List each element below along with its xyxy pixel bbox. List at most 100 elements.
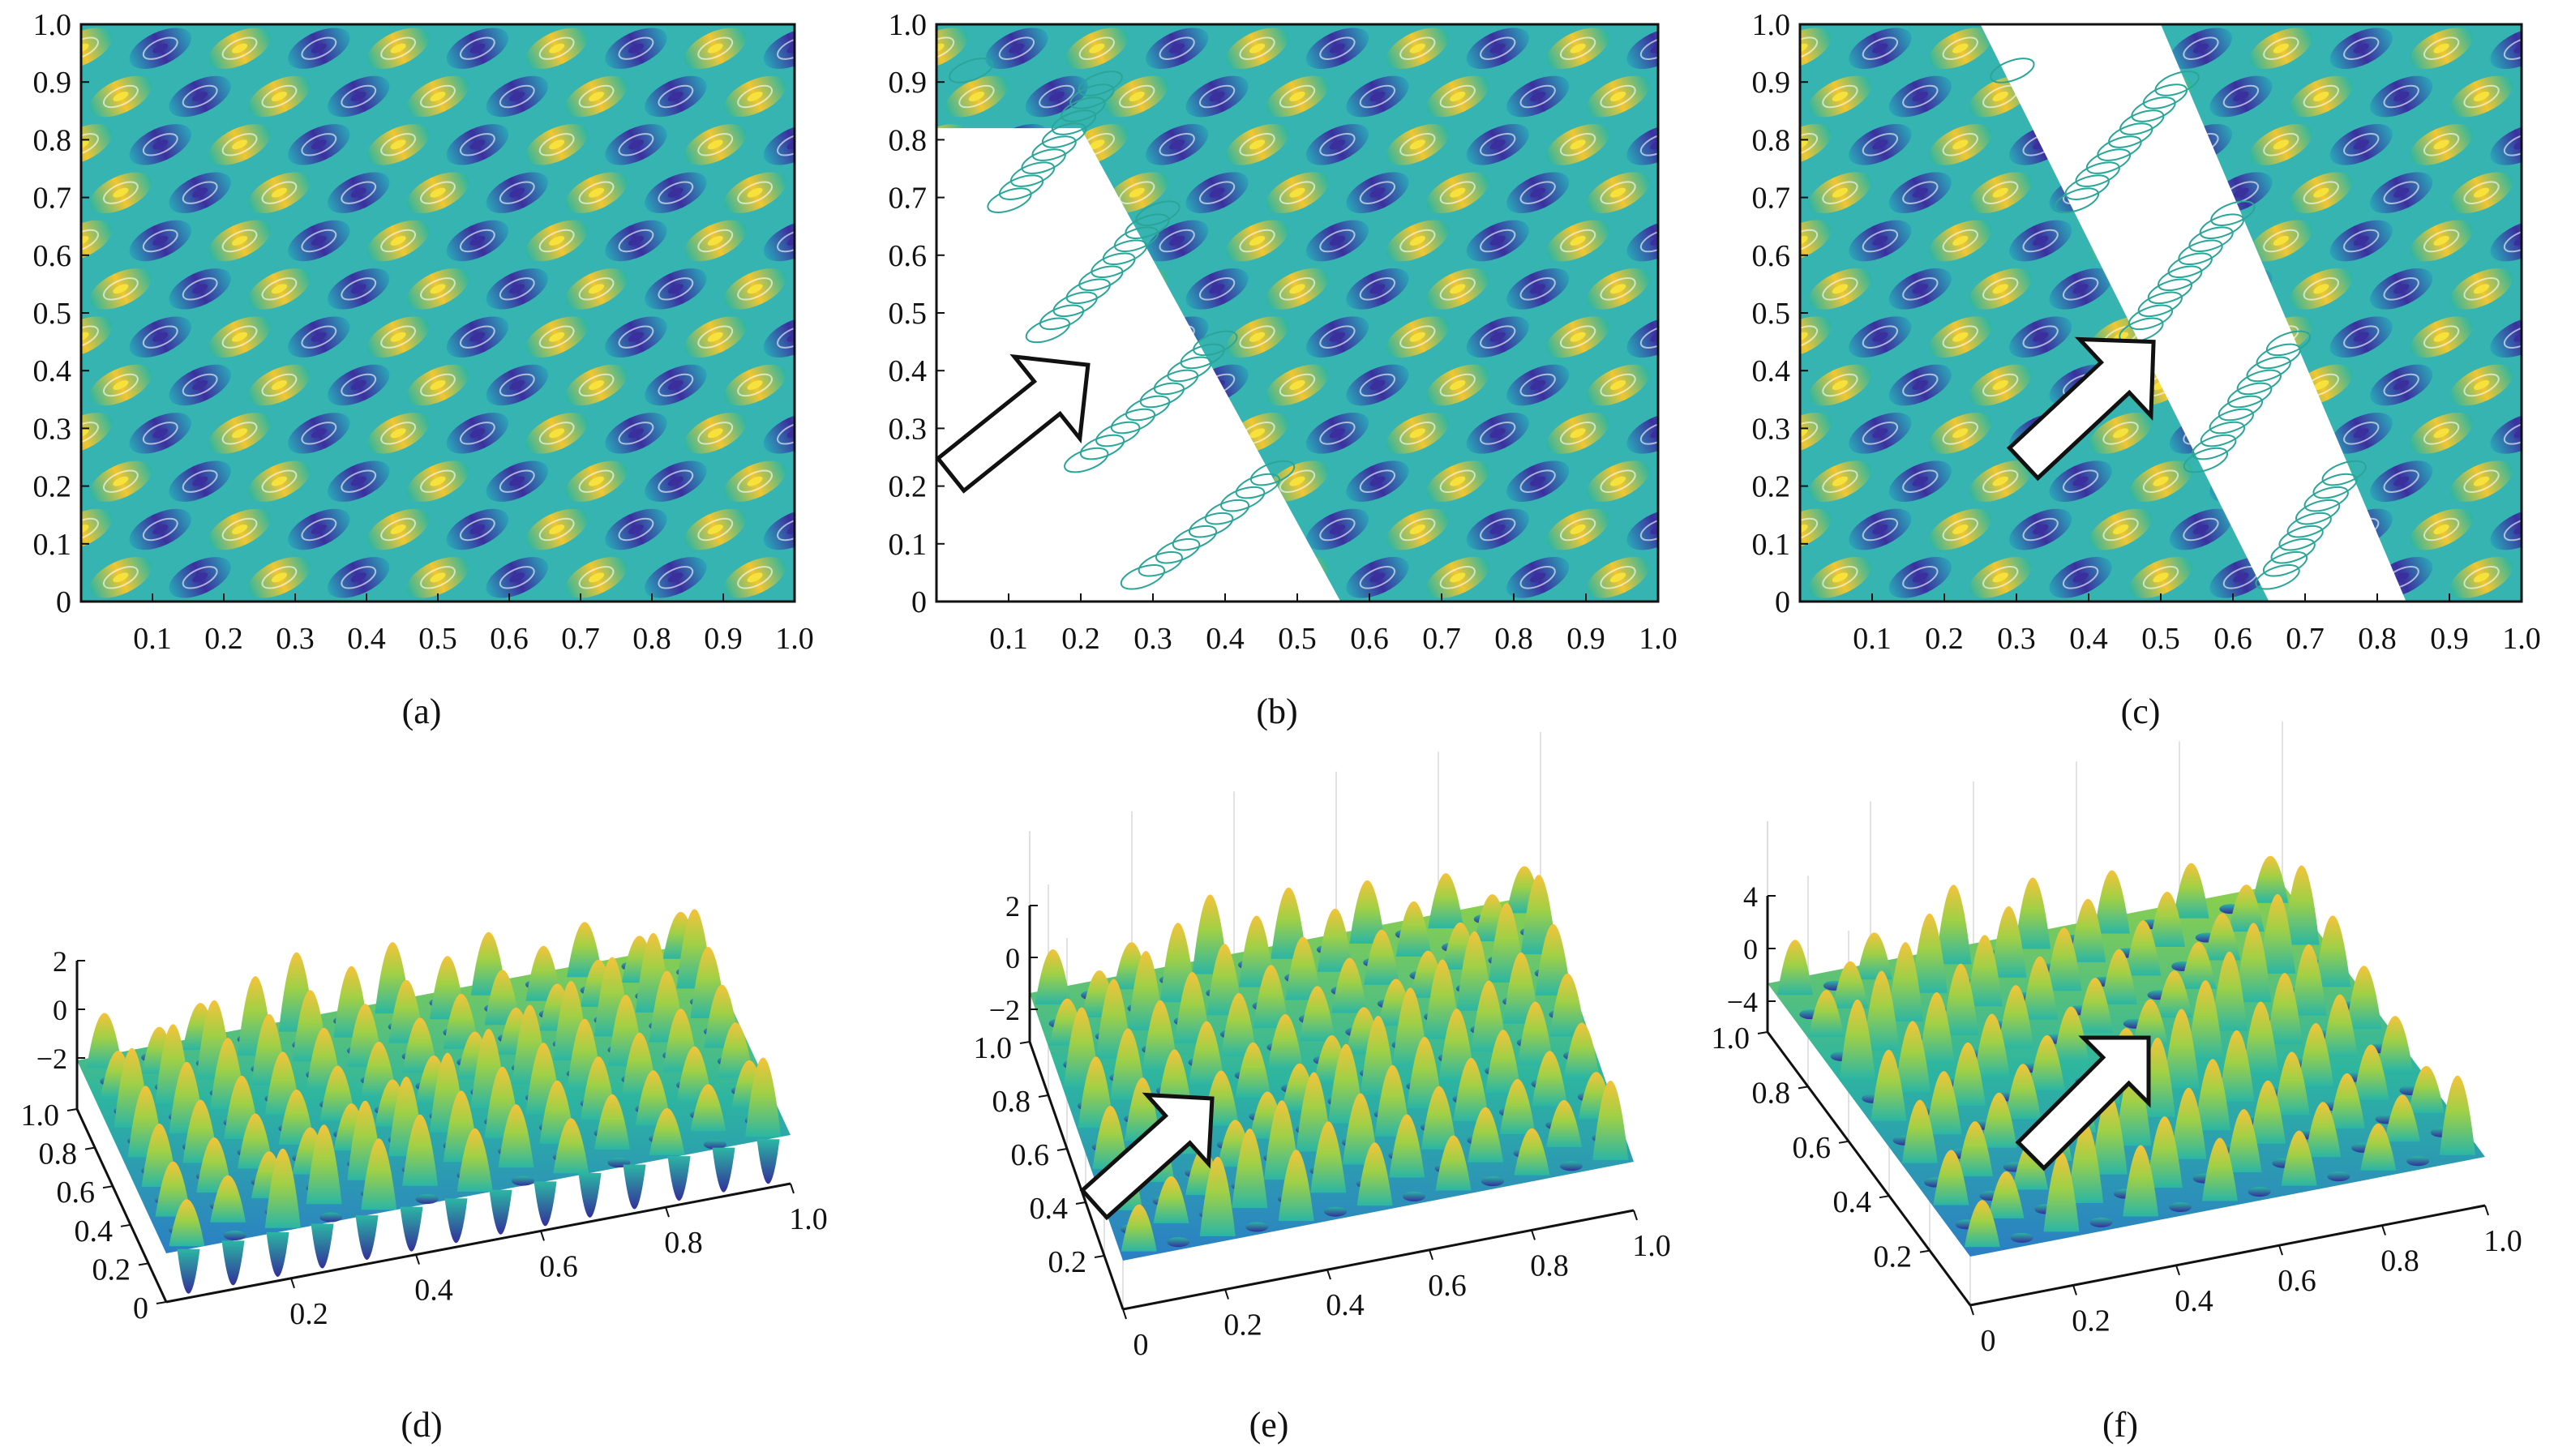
peak-core xyxy=(113,380,129,390)
contour-line xyxy=(2423,133,2460,156)
contour-line xyxy=(1900,0,1940,15)
trough-core xyxy=(1912,380,1928,390)
surface-peak xyxy=(2123,1145,2159,1217)
y-tick-label: 0.2 xyxy=(1874,1240,1913,1274)
contour-line xyxy=(1197,0,1237,15)
contour-line xyxy=(1159,133,1195,156)
surface-peak xyxy=(2243,1001,2279,1073)
trough-core xyxy=(1872,139,1888,150)
z-tick-label: 4 xyxy=(1743,880,1758,913)
contour-line xyxy=(1822,566,1858,589)
contour-line xyxy=(2343,133,2380,156)
contour-line xyxy=(1678,370,1718,400)
surface-peak xyxy=(2170,1087,2207,1159)
contour-line xyxy=(102,566,139,589)
band-contour-loop xyxy=(1078,265,1124,292)
contour-line xyxy=(618,422,654,445)
contour-line xyxy=(0,610,22,640)
trough-core xyxy=(350,380,366,390)
trough-core xyxy=(1530,284,1546,294)
x-tick-label: 0.2 xyxy=(1223,1308,1262,1343)
trough-core xyxy=(786,525,795,534)
surface-peak xyxy=(2260,893,2296,974)
contour-line xyxy=(420,181,456,204)
caption-c: (c) xyxy=(2121,692,2161,731)
trough-core xyxy=(1208,0,1227,7)
contour-line xyxy=(1399,517,1436,542)
trough-core xyxy=(825,379,843,392)
surface-peak xyxy=(2226,1109,2262,1173)
contour-line xyxy=(81,36,99,60)
trough-core xyxy=(311,525,327,534)
trough-core xyxy=(1530,380,1546,390)
trough-core xyxy=(350,92,366,101)
contour-line xyxy=(1116,0,1157,15)
contour-line xyxy=(341,469,377,493)
contour-line xyxy=(1359,373,1396,397)
trough-core xyxy=(1530,92,1546,101)
contour-line xyxy=(459,422,495,445)
surface-dip xyxy=(223,1231,246,1240)
trough-core xyxy=(628,525,644,534)
surface-peak xyxy=(2235,923,2272,1003)
y-tick-label: 0.8 xyxy=(889,123,928,157)
contour-line xyxy=(497,0,537,15)
surface-panel-d: 0.20.40.60.81.000.20.40.60.81.020−2 xyxy=(21,909,828,1331)
surface-dip xyxy=(2248,1187,2271,1197)
contour-line xyxy=(499,373,535,397)
contour-line xyxy=(578,277,615,301)
contour-line xyxy=(1980,0,2020,15)
trough-core xyxy=(192,284,208,294)
surface-peak xyxy=(1549,973,1586,1037)
trough-core xyxy=(1489,43,1506,54)
y-tick-label: 0 xyxy=(56,585,71,619)
trough-core xyxy=(825,186,843,199)
contour-line xyxy=(2541,81,2554,112)
trough-core xyxy=(2033,525,2049,534)
contour-line xyxy=(142,36,178,60)
trough-core xyxy=(469,139,486,150)
x-tick-mark xyxy=(2278,1244,2283,1256)
peak-core xyxy=(1249,236,1266,246)
y-tick-mark xyxy=(84,1146,96,1150)
contour-line xyxy=(777,36,795,60)
contour-line xyxy=(1982,373,2019,397)
trough-blob xyxy=(1661,452,1735,511)
x-axis xyxy=(1122,1209,1635,1311)
trough-core xyxy=(152,139,169,150)
trough-blob xyxy=(1661,67,1735,126)
trough-core xyxy=(1650,236,1658,246)
trough-blob xyxy=(797,452,871,510)
contour-line xyxy=(538,36,575,60)
front-dip xyxy=(400,1206,423,1252)
peak-core xyxy=(747,284,763,294)
surface-peak xyxy=(2043,1152,2080,1232)
peak-core xyxy=(232,525,248,534)
peak-core xyxy=(1289,476,1305,486)
peak-core xyxy=(2433,525,2449,534)
surface-dip xyxy=(1481,1176,1504,1187)
trough-core xyxy=(667,380,683,390)
contour-line xyxy=(1279,373,1316,397)
contour-line xyxy=(259,0,299,15)
peak-core xyxy=(967,0,986,7)
trough-blob xyxy=(2524,452,2554,511)
peak-core xyxy=(589,92,605,101)
trough-blob xyxy=(1763,597,1837,655)
surface-peak xyxy=(1926,1071,1962,1135)
contour-line xyxy=(1678,274,1718,305)
trough-core xyxy=(1169,139,1185,150)
band-contour-loop xyxy=(1039,304,1085,331)
surface-peak xyxy=(1964,1200,2000,1248)
band-contour-loop xyxy=(2262,550,2308,577)
peak-core xyxy=(1450,92,1466,101)
x-tick-label: 1.0 xyxy=(2502,622,2541,656)
y-tick-label: 0.4 xyxy=(33,354,72,388)
trough-core xyxy=(2393,572,2410,583)
peak-core xyxy=(1249,428,1266,439)
trough-core xyxy=(2232,0,2251,7)
band-contour-loop xyxy=(2119,109,2165,135)
trough-core xyxy=(666,0,684,7)
peak-core xyxy=(2152,0,2170,7)
contour-line xyxy=(1639,36,1658,60)
